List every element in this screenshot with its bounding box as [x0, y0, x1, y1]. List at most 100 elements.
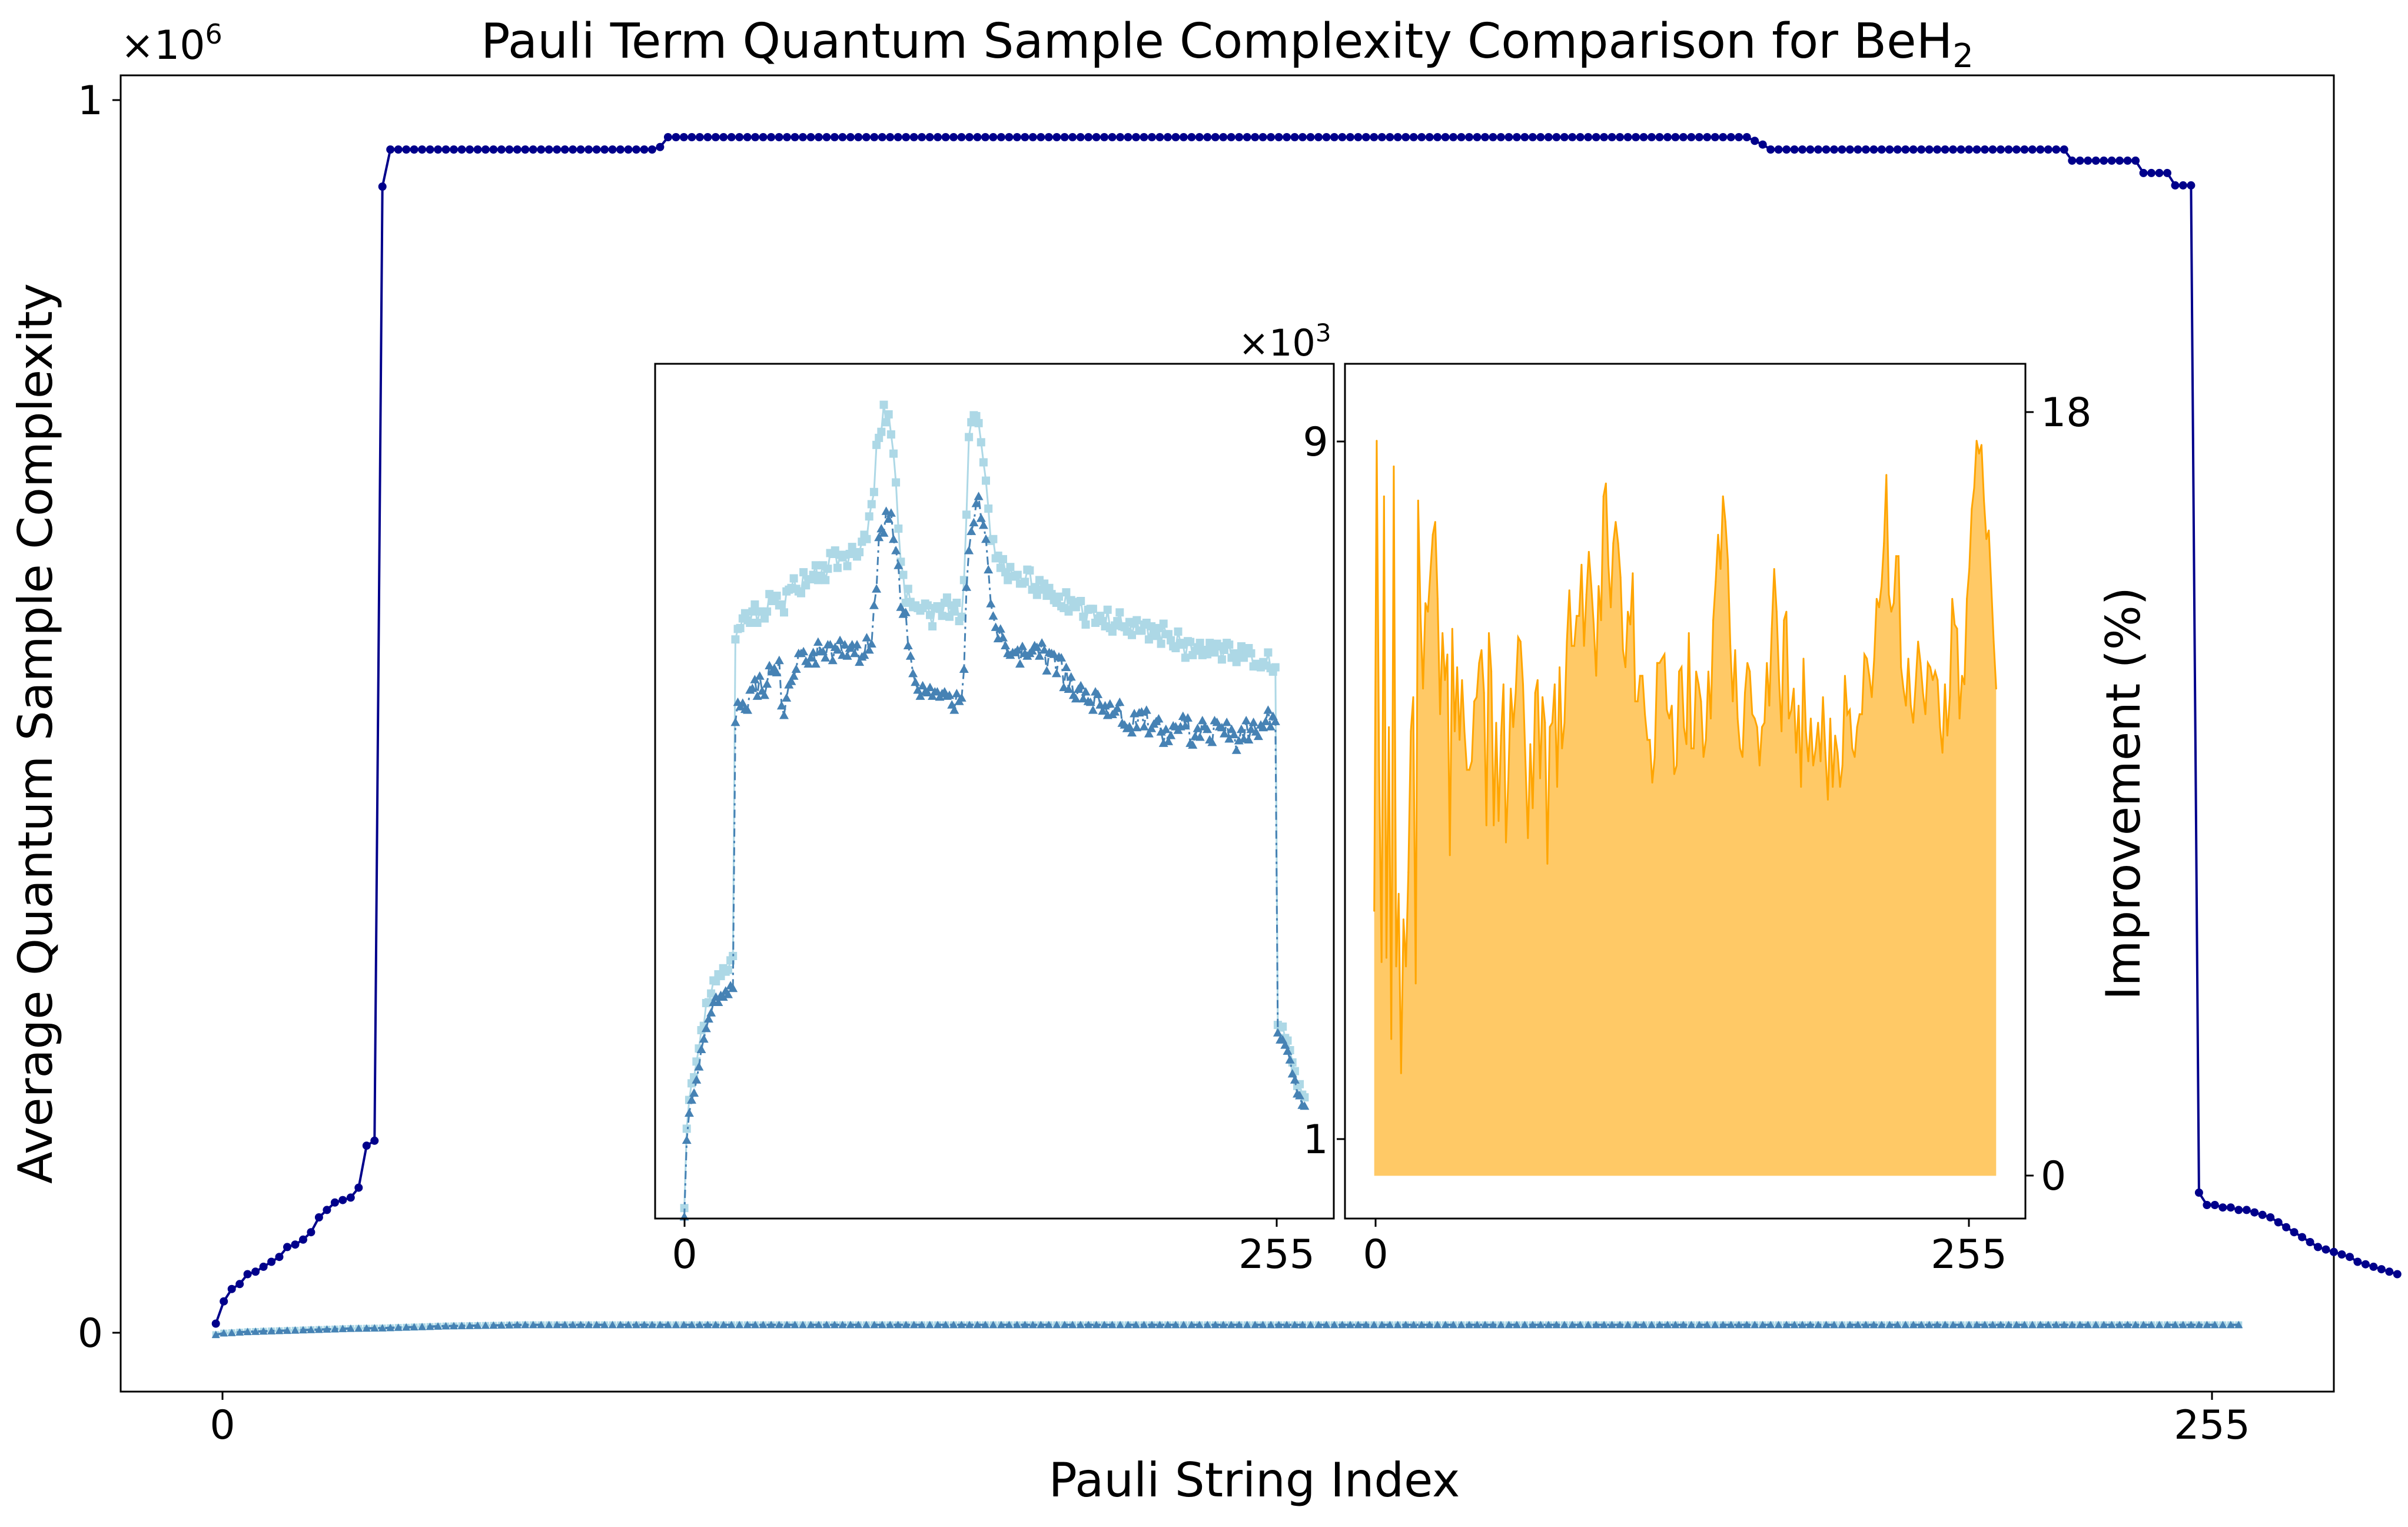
inset1-series-0-point-154: [1055, 592, 1063, 601]
main-series-0-point-274: [2385, 1267, 2394, 1276]
main-series-0-point-92: [941, 133, 950, 141]
main-series-0-point-106: [1052, 133, 1061, 141]
inset1-series-0-point-38: [772, 592, 781, 600]
main-series-0-point-127: [1219, 133, 1228, 141]
inset1-series-1-point-251: [1290, 1075, 1300, 1084]
inset2-point-125: [1678, 670, 1680, 673]
inset1-frame: [654, 363, 1335, 1220]
main-series-2-point-14: [323, 1325, 331, 1333]
inset2-point-227: [1927, 662, 1929, 664]
main-series-2-point-80: [846, 1320, 855, 1329]
main-series-2-point-35: [489, 1321, 498, 1329]
main-series-2-point-75: [806, 1320, 815, 1329]
main-series-0-point-14: [323, 1206, 331, 1214]
main-y-tick-label-1: 1: [78, 78, 103, 124]
main-series-0-point-260: [2274, 1218, 2283, 1227]
main-series-2-point-79: [838, 1320, 847, 1329]
main-series-2-point-88: [909, 1320, 918, 1329]
inset2-point-101: [1619, 576, 1622, 579]
inset2-point-229: [1932, 679, 1934, 681]
inset1-series-1-point-223: [1222, 718, 1232, 726]
inset2-point-41: [1473, 701, 1476, 702]
inset1-series-1-point-238: [1258, 722, 1268, 732]
main-series-2-point-107: [1060, 1320, 1069, 1329]
inset2-point-86: [1583, 645, 1585, 647]
inset1-series-0-point-69: [848, 543, 856, 552]
inset2-point-200: [1861, 713, 1863, 715]
inset1-series-0-point-27: [746, 619, 755, 627]
inset1-series-1-point-132: [1001, 640, 1011, 649]
inset2-point-193: [1844, 675, 1846, 677]
inset1-series-1-point-39: [774, 655, 784, 665]
main-series-2-point-60: [687, 1320, 696, 1329]
inset2-point-163: [1771, 628, 1773, 630]
inset1-series-0-point-30: [753, 619, 762, 627]
inset1-series-0-point-186: [1132, 616, 1141, 625]
inset1-y-multiplier: ×103: [1238, 318, 1331, 364]
main-series-2-point-103: [1028, 1320, 1037, 1329]
inset-improvement-chart: 9 1 0 255 18 0 Improvement (%): [1303, 363, 2151, 1278]
inset2-point-184: [1822, 696, 1824, 698]
main-series-2-point-4: [243, 1327, 252, 1335]
main-series-2-point-255: [2234, 1320, 2243, 1329]
main-series-0-point-188: [1703, 133, 1712, 141]
main-series-0-point-170: [1560, 133, 1569, 141]
inset2-point-117: [1659, 662, 1660, 664]
inset2-point-20: [1422, 688, 1424, 690]
main-series-2-point-208: [1861, 1320, 1870, 1329]
inset1-series-1-point-122: [976, 513, 986, 522]
main-series-2-point-239: [2107, 1320, 2116, 1329]
inset1-series-1-point-124: [981, 534, 991, 543]
inset2-point-130: [1690, 747, 1692, 749]
inset1-series-0-point-158: [1064, 607, 1073, 616]
inset2-point-24: [1431, 533, 1434, 536]
inset2-point-232: [1939, 726, 1941, 728]
inset2-point-124: [1676, 764, 1678, 766]
inset1-series-1-point-76: [864, 645, 874, 654]
main-series-2-point-10: [291, 1326, 300, 1334]
inset1-series-1-point-18: [723, 990, 733, 998]
inset1-series-1-point-224: [1224, 734, 1234, 743]
inset2-point-166: [1778, 679, 1780, 681]
main-series-2-point-221: [1965, 1320, 1974, 1329]
inset1-series-1-point-157: [1061, 662, 1071, 671]
main-series-0-point-110: [1084, 133, 1093, 141]
inset1-series-1-point-226: [1229, 729, 1239, 739]
inset1-series-0-point-144: [1030, 583, 1039, 592]
inset1-series-1-point-175: [1105, 699, 1115, 708]
inset2-point-37: [1463, 730, 1466, 732]
inset1-series-1-point-240: [1263, 705, 1273, 714]
inset1-series-1-point-130: [995, 624, 1005, 633]
inset2-point-140: [1715, 580, 1717, 583]
inset1-series-1-point-49: [799, 646, 809, 656]
inset2-point-8: [1393, 465, 1395, 467]
inset1-series-1-point-209: [1188, 740, 1198, 749]
inset2-point-46: [1485, 824, 1487, 826]
inset2-point-6: [1388, 726, 1390, 728]
inset2-point-64: [1529, 743, 1532, 745]
main-series-2-point-231: [2044, 1320, 2052, 1329]
main-series-0-point-73: [791, 133, 799, 141]
main-series-0-point-100: [1005, 133, 1014, 141]
main-series-0-point-99: [997, 133, 1005, 141]
main-series-0-point-257: [2250, 1208, 2259, 1217]
inset2-point-186: [1826, 799, 1829, 801]
main-series-2-point-198: [1782, 1320, 1791, 1329]
inset1-y-tick-label-9: 9: [1303, 419, 1328, 466]
main-series-2-point-110: [1084, 1320, 1093, 1329]
chart-title-subscript: 2: [1952, 37, 1974, 75]
main-series-2-point-120: [1163, 1320, 1172, 1329]
inset1-series-1-point-16: [718, 992, 728, 1001]
inset2-point-51: [1497, 820, 1500, 822]
inset2-point-228: [1929, 666, 1931, 668]
main-series-2-point-132: [1258, 1320, 1267, 1329]
inset2-point-59: [1517, 636, 1519, 639]
inset1-series-0-point-85: [886, 430, 895, 439]
main-series-0-point-216: [1925, 145, 1934, 154]
inset2-point-66: [1534, 692, 1536, 694]
main-series-2-point-172: [1576, 1320, 1585, 1329]
main-series-0-point-172: [1576, 133, 1585, 141]
main-series-0-point-38: [513, 145, 522, 154]
inset2-point-128: [1685, 743, 1688, 745]
inset1-series-1-point-28: [748, 683, 758, 692]
